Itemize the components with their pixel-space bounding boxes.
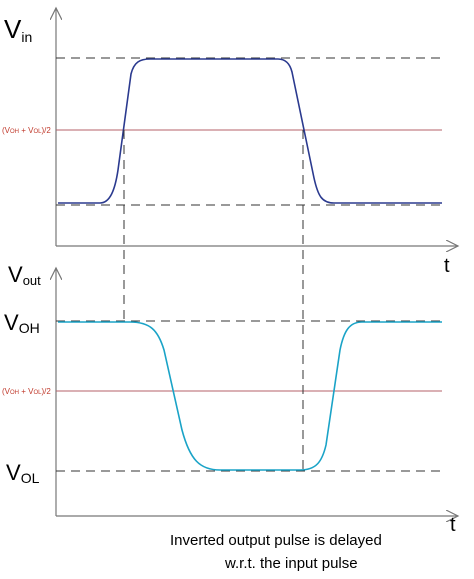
caption-line-2: w.r.t. the input pulse: [224, 555, 358, 572]
caption-line-1: Inverted output pulse is delayed: [170, 532, 382, 549]
vol-label: VOL: [6, 460, 40, 486]
time-label-bottom: t: [450, 514, 456, 536]
vout-midpoint-label: (VOH + VOL)/2: [2, 387, 51, 396]
vin-label: Vin: [4, 14, 32, 45]
output-pulse-trace: [58, 321, 442, 471]
vout-label: Vout: [8, 262, 41, 288]
vin-midpoint-label: (VOH + VOL)/2: [2, 126, 51, 135]
input-pulse-trace: [58, 58, 442, 204]
time-label-top: t: [444, 255, 450, 277]
voh-label: VOH: [4, 310, 40, 336]
